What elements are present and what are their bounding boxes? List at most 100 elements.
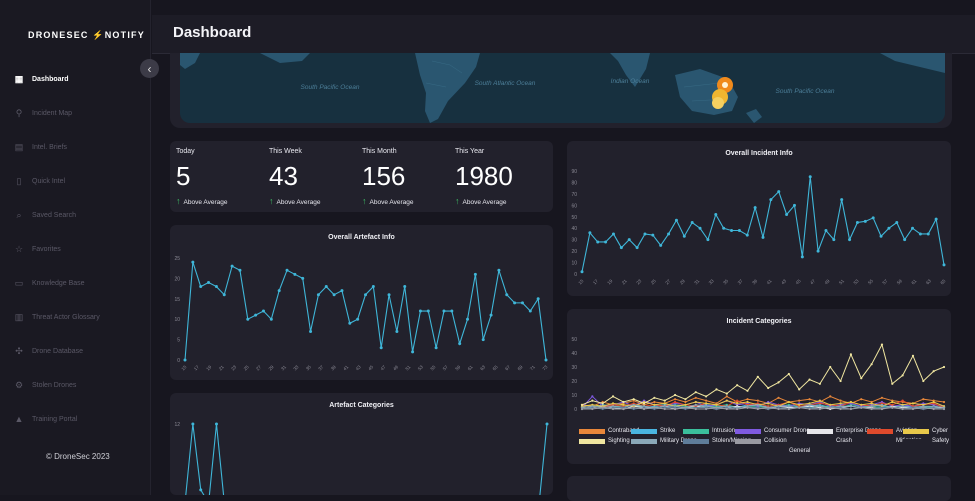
legend-item[interactable]: Sighting	[579, 438, 630, 444]
data-point[interactable]	[705, 407, 708, 411]
data-point[interactable]	[458, 342, 462, 346]
data-point[interactable]	[659, 243, 663, 247]
data-point[interactable]	[753, 206, 757, 210]
data-point[interactable]	[580, 403, 584, 406]
data-point[interactable]	[849, 400, 853, 404]
data-point[interactable]	[536, 297, 540, 301]
data-point[interactable]	[199, 285, 203, 289]
data-point[interactable]	[622, 403, 625, 406]
data-point[interactable]	[880, 343, 884, 346]
data-point[interactable]	[745, 233, 749, 237]
data-point[interactable]	[694, 403, 697, 406]
data-point[interactable]	[246, 317, 250, 321]
data-point[interactable]	[725, 395, 728, 398]
data-point[interactable]	[316, 293, 320, 297]
data-point[interactable]	[746, 389, 749, 392]
data-point[interactable]	[839, 379, 842, 383]
data-point[interactable]	[777, 381, 780, 384]
legend-item[interactable]: Crash	[807, 438, 852, 444]
data-point[interactable]	[746, 406, 749, 409]
data-point[interactable]	[800, 255, 804, 259]
data-point[interactable]	[911, 402, 915, 405]
data-point[interactable]	[604, 240, 608, 244]
data-point[interactable]	[767, 386, 770, 390]
data-point[interactable]	[673, 398, 677, 401]
data-point[interactable]	[340, 289, 344, 293]
data-point[interactable]	[684, 406, 687, 409]
data-point[interactable]	[863, 219, 867, 223]
data-point[interactable]	[497, 268, 501, 272]
data-point[interactable]	[635, 246, 639, 250]
data-point[interactable]	[663, 399, 666, 402]
data-point[interactable]	[818, 382, 821, 385]
data-point[interactable]	[544, 358, 548, 362]
data-point[interactable]	[787, 405, 790, 408]
data-point[interactable]	[674, 218, 678, 222]
data-point[interactable]	[911, 407, 915, 411]
data-point[interactable]	[918, 232, 922, 236]
data-point[interactable]	[528, 309, 532, 313]
data-point[interactable]	[653, 400, 656, 404]
data-point[interactable]	[901, 405, 904, 408]
data-point[interactable]	[829, 406, 832, 409]
data-point[interactable]	[932, 407, 935, 411]
data-point[interactable]	[371, 285, 375, 289]
data-point[interactable]	[798, 403, 801, 406]
data-point[interactable]	[798, 406, 801, 409]
data-point[interactable]	[903, 238, 907, 242]
data-point[interactable]	[911, 354, 915, 357]
data-point[interactable]	[891, 382, 894, 385]
data-point[interactable]	[293, 272, 297, 276]
data-point[interactable]	[808, 378, 811, 381]
data-point[interactable]	[694, 391, 697, 394]
data-point[interactable]	[619, 246, 623, 250]
data-point[interactable]	[706, 238, 710, 242]
data-point[interactable]	[901, 374, 904, 377]
data-point[interactable]	[191, 422, 195, 426]
data-point[interactable]	[798, 399, 801, 402]
data-point[interactable]	[849, 353, 853, 356]
data-point[interactable]	[395, 329, 399, 333]
data-point[interactable]	[860, 403, 863, 406]
sidebar-item-stolen-drones[interactable]: ⚙ Stolen Drones	[0, 368, 150, 402]
data-point[interactable]	[787, 400, 790, 404]
data-point[interactable]	[332, 293, 336, 297]
data-point[interactable]	[808, 398, 811, 401]
data-point[interactable]	[285, 268, 289, 272]
data-point[interactable]	[839, 407, 842, 411]
data-point[interactable]	[942, 407, 946, 411]
legend-item[interactable]: Cyber	[903, 428, 948, 434]
data-point[interactable]	[261, 309, 265, 313]
sidebar-item-knowledge-base[interactable]: ▭ Knowledge Base	[0, 266, 150, 300]
sidebar-item-intel-briefs[interactable]: ▤ Intel. Briefs	[0, 130, 150, 164]
data-point[interactable]	[254, 313, 258, 317]
data-point[interactable]	[746, 398, 749, 401]
data-point[interactable]	[348, 321, 352, 325]
data-point[interactable]	[725, 407, 728, 411]
data-point[interactable]	[942, 400, 946, 404]
data-point[interactable]	[643, 232, 647, 236]
data-point[interactable]	[632, 403, 635, 406]
data-point[interactable]	[682, 234, 686, 238]
data-point[interactable]	[777, 407, 780, 411]
data-point[interactable]	[642, 407, 646, 411]
data-point[interactable]	[736, 407, 739, 411]
data-point[interactable]	[214, 422, 218, 426]
data-point[interactable]	[767, 406, 770, 409]
data-point[interactable]	[580, 270, 584, 274]
legend-item[interactable]: Safety	[903, 438, 949, 444]
data-point[interactable]	[356, 317, 360, 321]
data-point[interactable]	[663, 407, 666, 411]
data-point[interactable]	[601, 406, 604, 409]
data-point[interactable]	[632, 406, 635, 409]
data-point[interactable]	[816, 249, 820, 253]
data-point[interactable]	[473, 272, 477, 276]
data-point[interactable]	[737, 229, 741, 233]
data-point[interactable]	[684, 403, 687, 406]
data-point[interactable]	[199, 488, 203, 492]
data-point[interactable]	[922, 406, 925, 409]
data-point[interactable]	[730, 229, 734, 233]
data-point[interactable]	[269, 317, 273, 321]
incident-categories-chart[interactable]: 0 10 20 30 40 50	[567, 309, 951, 464]
data-point[interactable]	[787, 372, 790, 376]
